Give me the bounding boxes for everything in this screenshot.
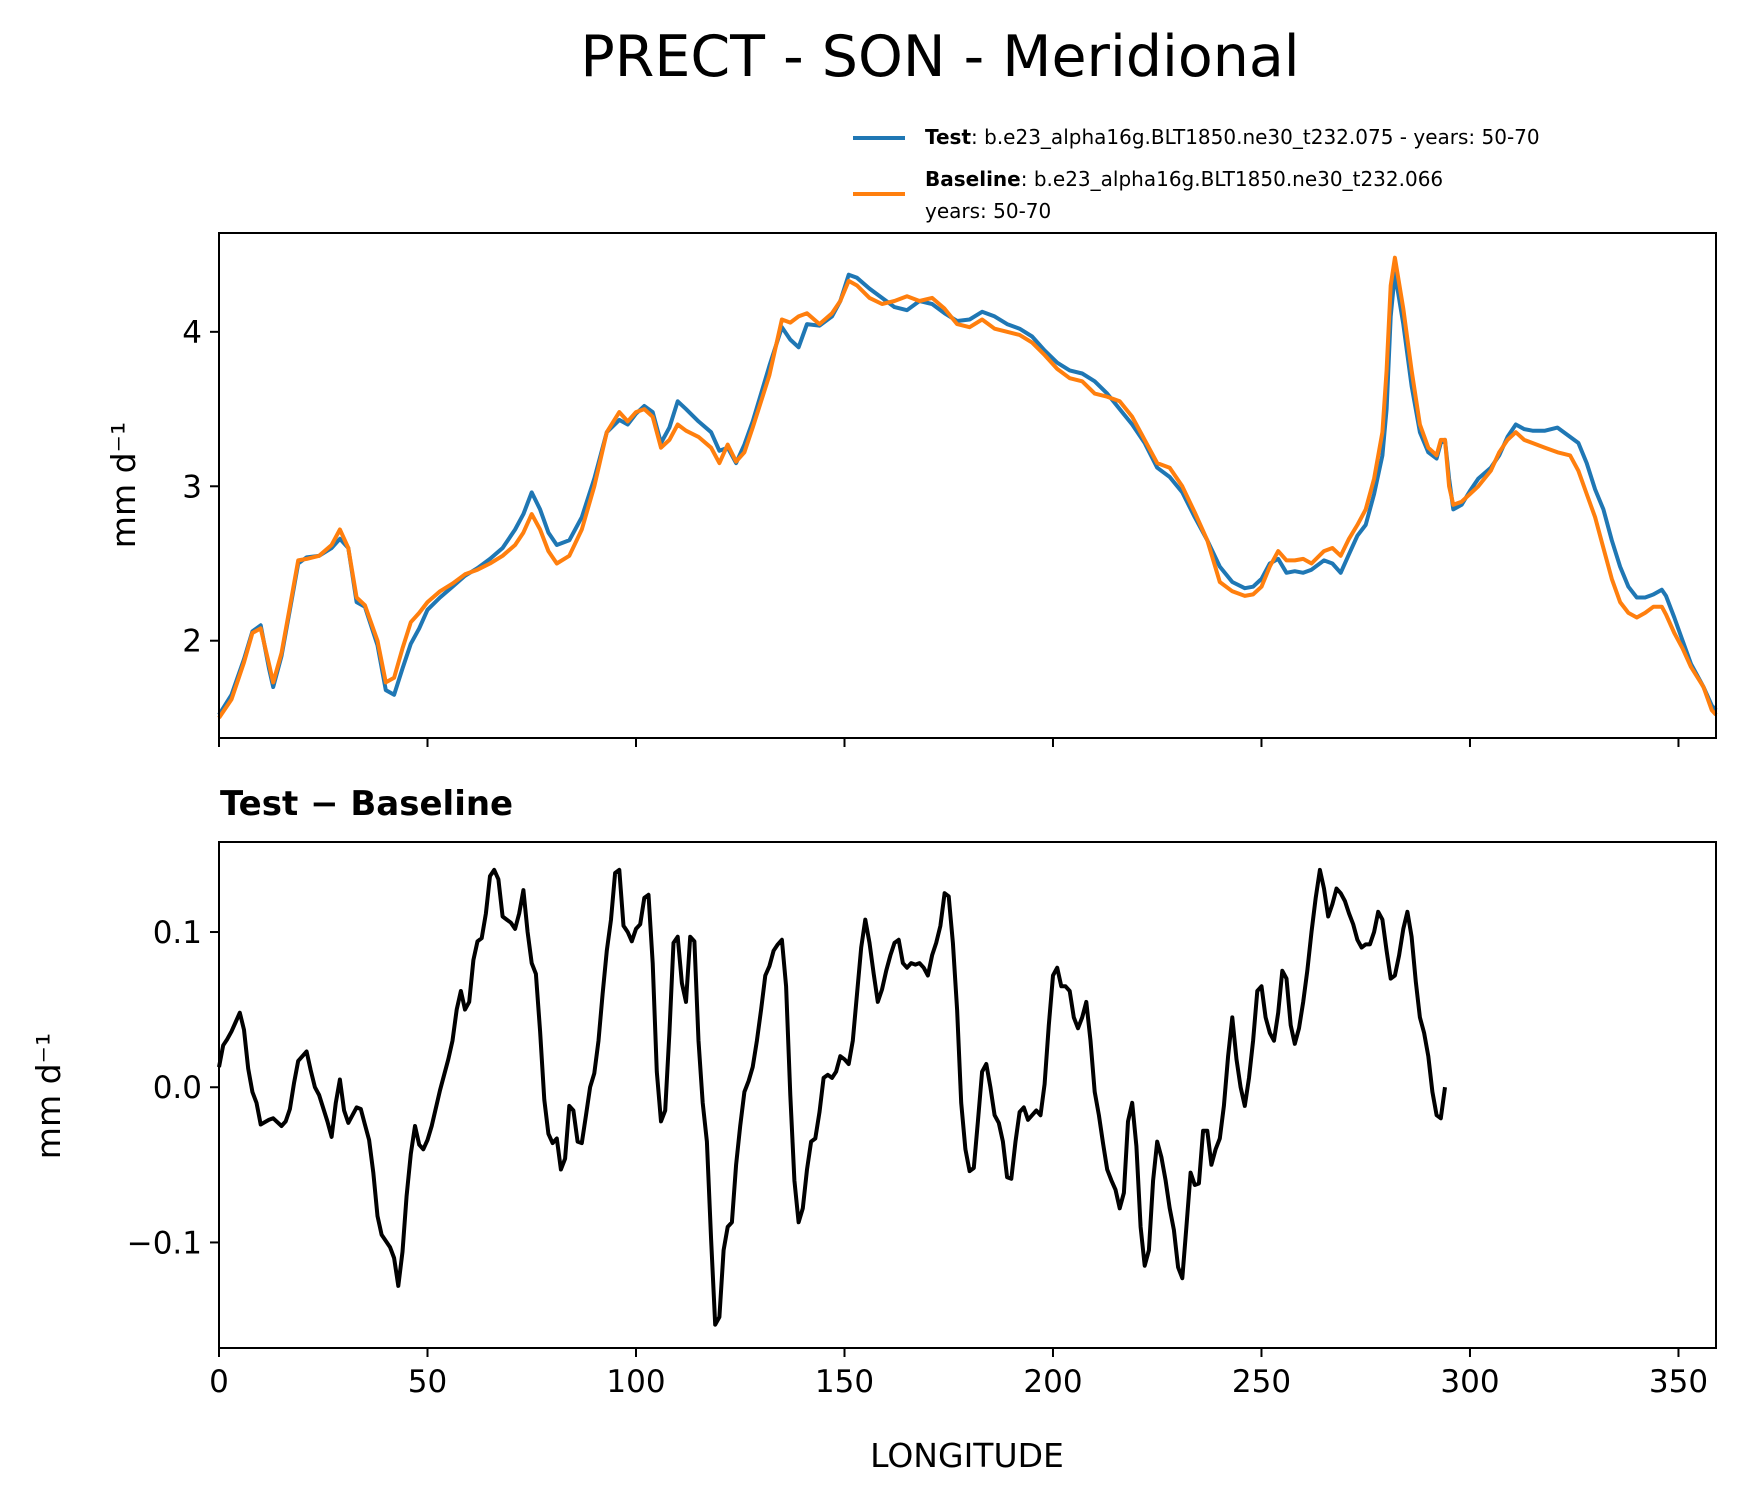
bottom-y-tick-label: 0.0 — [153, 1070, 202, 1106]
top-series-line-2 — [217, 255, 1718, 720]
x-tick-label: 100 — [606, 1364, 665, 1400]
top-series-line-1 — [217, 271, 1718, 716]
x-tick-label: 200 — [1023, 1364, 1082, 1400]
top-y-tick-label: 2 — [182, 624, 202, 660]
bottom-series-group — [217, 867, 1447, 1327]
bottom-panel-title: Test − Baseline — [220, 784, 513, 824]
x-tick-label: 150 — [815, 1364, 874, 1400]
legend-baseline-label: Baseline: b.e23_alpha16g.BLT1850.ne30_t2… — [925, 167, 1443, 191]
legend-baseline-years: years: 50-70 — [925, 199, 1051, 223]
top-y-ticks: 2 3 4 — [182, 315, 219, 660]
bottom-y-ticks: −0.1 0.0 0.1 — [127, 915, 219, 1261]
top-y-tick-label: 4 — [182, 315, 202, 351]
x-tick-label: 250 — [1232, 1364, 1291, 1400]
legend: Test: b.e23_alpha16g.BLT1850.ne30_t232.0… — [853, 125, 1540, 223]
x-tick-label: 300 — [1440, 1364, 1499, 1400]
x-tick-label: 350 — [1649, 1364, 1708, 1400]
top-y-axis-label: mm d⁻¹ — [104, 422, 143, 548]
top-series-group — [217, 255, 1718, 720]
bottom-series-line-1 — [217, 867, 1447, 1327]
bottom-panel-frame — [218, 841, 1717, 1349]
legend-test-label: Test: b.e23_alpha16g.BLT1850.ne30_t232.0… — [925, 125, 1540, 149]
bottom-y-tick-label: −0.1 — [127, 1225, 202, 1261]
bottom-x-ticks: 0 50 100 150 200 250 300 350 — [209, 1348, 1708, 1400]
chart-title: PRECT - SON - Meridional — [580, 24, 1299, 90]
bottom-panel: Test − Baseline 0 50 100 150 200 250 300 350 −0… — [29, 784, 1717, 1475]
x-axis-label: LONGITUDE — [870, 1436, 1064, 1475]
x-tick-label: 50 — [408, 1364, 447, 1400]
top-y-tick-label: 3 — [182, 469, 202, 505]
bottom-y-tick-label: 0.1 — [153, 915, 202, 951]
top-panel: 2 3 4 mm d⁻¹ — [104, 232, 1718, 747]
top-panel-frame — [218, 232, 1717, 739]
top-x-ticks — [218, 738, 1680, 747]
bottom-y-axis-label: mm d⁻¹ — [29, 1033, 68, 1159]
x-tick-label: 0 — [209, 1364, 229, 1400]
